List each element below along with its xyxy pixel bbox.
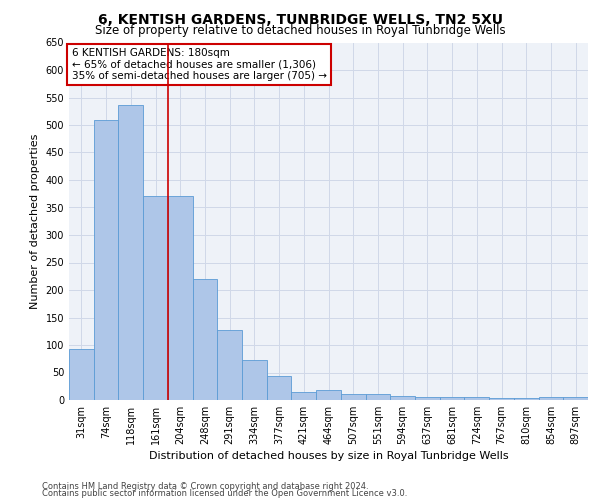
Bar bbox=[464, 397, 489, 400]
Y-axis label: Number of detached properties: Number of detached properties bbox=[30, 134, 40, 309]
Bar bbox=[514, 398, 539, 400]
Text: Contains HM Land Registry data © Crown copyright and database right 2024.: Contains HM Land Registry data © Crown c… bbox=[42, 482, 368, 491]
Bar bbox=[143, 196, 168, 400]
Bar bbox=[489, 398, 514, 400]
Bar bbox=[267, 376, 292, 400]
Bar bbox=[168, 196, 193, 400]
Bar bbox=[242, 360, 267, 400]
Text: Size of property relative to detached houses in Royal Tunbridge Wells: Size of property relative to detached ho… bbox=[95, 24, 505, 37]
Text: Contains public sector information licensed under the Open Government Licence v3: Contains public sector information licen… bbox=[42, 489, 407, 498]
Bar bbox=[217, 330, 242, 400]
Bar bbox=[390, 396, 415, 400]
Bar bbox=[563, 397, 588, 400]
Bar bbox=[365, 394, 390, 400]
Bar bbox=[69, 350, 94, 400]
Text: 6, KENTISH GARDENS, TUNBRIDGE WELLS, TN2 5XU: 6, KENTISH GARDENS, TUNBRIDGE WELLS, TN2… bbox=[97, 12, 503, 26]
Bar bbox=[316, 390, 341, 400]
Bar bbox=[193, 279, 217, 400]
Bar bbox=[118, 104, 143, 400]
Bar bbox=[415, 397, 440, 400]
Bar bbox=[292, 392, 316, 400]
Bar bbox=[539, 397, 563, 400]
Bar bbox=[341, 394, 365, 400]
Text: 6 KENTISH GARDENS: 180sqm
← 65% of detached houses are smaller (1,306)
35% of se: 6 KENTISH GARDENS: 180sqm ← 65% of detac… bbox=[71, 48, 326, 81]
Bar bbox=[440, 396, 464, 400]
Bar bbox=[94, 120, 118, 400]
X-axis label: Distribution of detached houses by size in Royal Tunbridge Wells: Distribution of detached houses by size … bbox=[149, 451, 508, 461]
